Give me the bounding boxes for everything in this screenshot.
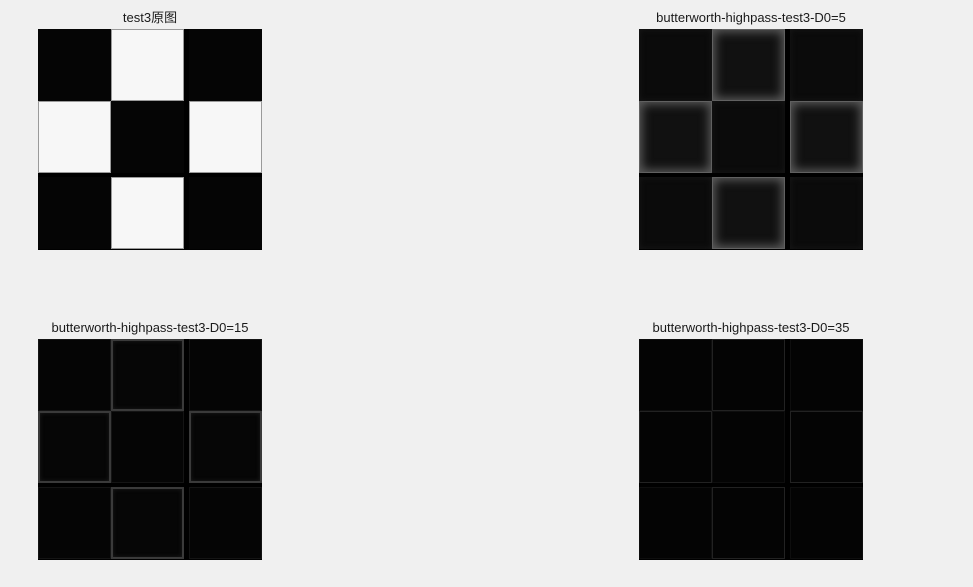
panel-highpass-d0-5: butterworth-highpass-test3-D0=5: [639, 7, 863, 250]
black-square: [639, 177, 712, 249]
image-highpass-d0-15: [38, 339, 262, 560]
black-square: [189, 339, 262, 411]
white-square: [38, 411, 111, 483]
white-square: [111, 339, 184, 411]
black-square: [38, 487, 111, 559]
white-square: [639, 411, 712, 483]
panel-highpass-d0-15: butterworth-highpass-test3-D0=15: [38, 317, 262, 560]
image-original-checkerboard: [38, 29, 262, 250]
black-square: [38, 177, 111, 249]
panel-original: test3原图: [38, 7, 262, 250]
black-square: [639, 29, 712, 101]
black-square: [790, 177, 863, 249]
black-square: [712, 411, 785, 483]
black-square: [790, 339, 863, 411]
panel-title: test3原图: [122, 10, 178, 25]
black-square: [790, 487, 863, 559]
white-square: [712, 177, 785, 249]
white-square: [790, 411, 863, 483]
white-square: [38, 101, 111, 173]
black-square: [639, 339, 712, 411]
image-highpass-d0-35: [639, 339, 863, 560]
black-square: [111, 411, 184, 483]
panel-title: butterworth-highpass-test3-D0=35: [652, 320, 850, 335]
black-square: [38, 29, 111, 101]
black-square: [111, 101, 184, 173]
black-square: [639, 487, 712, 559]
white-square: [712, 487, 785, 559]
white-square: [111, 487, 184, 559]
white-square: [111, 29, 184, 101]
white-square: [639, 101, 712, 173]
black-square: [189, 29, 262, 101]
white-square: [712, 29, 785, 101]
black-square: [189, 177, 262, 249]
panel-highpass-d0-35: butterworth-highpass-test3-D0=35: [639, 317, 863, 560]
white-square: [790, 101, 863, 173]
image-highpass-d0-5: [639, 29, 863, 250]
black-square: [712, 101, 785, 173]
white-square: [111, 177, 184, 249]
panel-title: butterworth-highpass-test3-D0=15: [51, 320, 249, 335]
panel-title: butterworth-highpass-test3-D0=5: [656, 10, 846, 25]
black-square: [38, 339, 111, 411]
white-square: [712, 339, 785, 411]
black-square: [189, 487, 262, 559]
white-square: [189, 101, 262, 173]
black-square: [790, 29, 863, 101]
white-square: [189, 411, 262, 483]
